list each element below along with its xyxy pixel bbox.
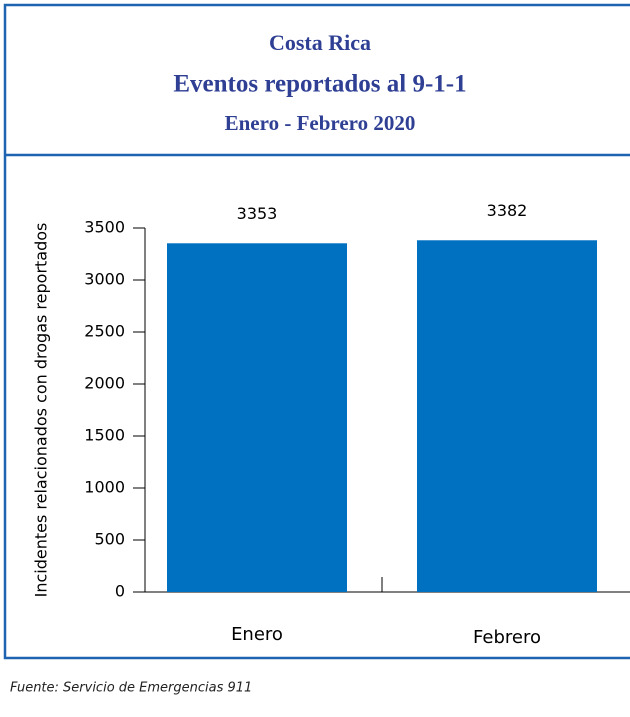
value-label: 3382 (487, 201, 528, 220)
y-tick-label: 0 (115, 582, 125, 601)
frame (3, 3, 630, 660)
y-tick-label: 1500 (84, 426, 125, 445)
bar (167, 243, 347, 592)
chart-subtitle: Eventos reportados al 9-1-1 (173, 71, 466, 98)
y-axis-label: Incidentes relacionados con drogas repor… (32, 223, 51, 598)
chart-title: Costa Rica (269, 30, 371, 55)
source: Fuente: Servicio de Emergencias 911 (10, 681, 252, 696)
chart-period: Enero - Febrero 2020 (225, 111, 416, 135)
x-tick-label: Febrero (473, 627, 541, 648)
y-tick-label: 1000 (84, 478, 125, 497)
y-tick-label: 500 (94, 530, 125, 549)
y-tick-label: 2500 (84, 322, 125, 341)
x-tick-label: Enero (231, 624, 283, 645)
y-tick-label: 3500 (84, 218, 125, 237)
value-label: 3353 (237, 204, 278, 223)
bar (417, 240, 597, 592)
y-tick-label: 2000 (84, 374, 125, 393)
y-tick-label: 3000 (84, 270, 125, 289)
